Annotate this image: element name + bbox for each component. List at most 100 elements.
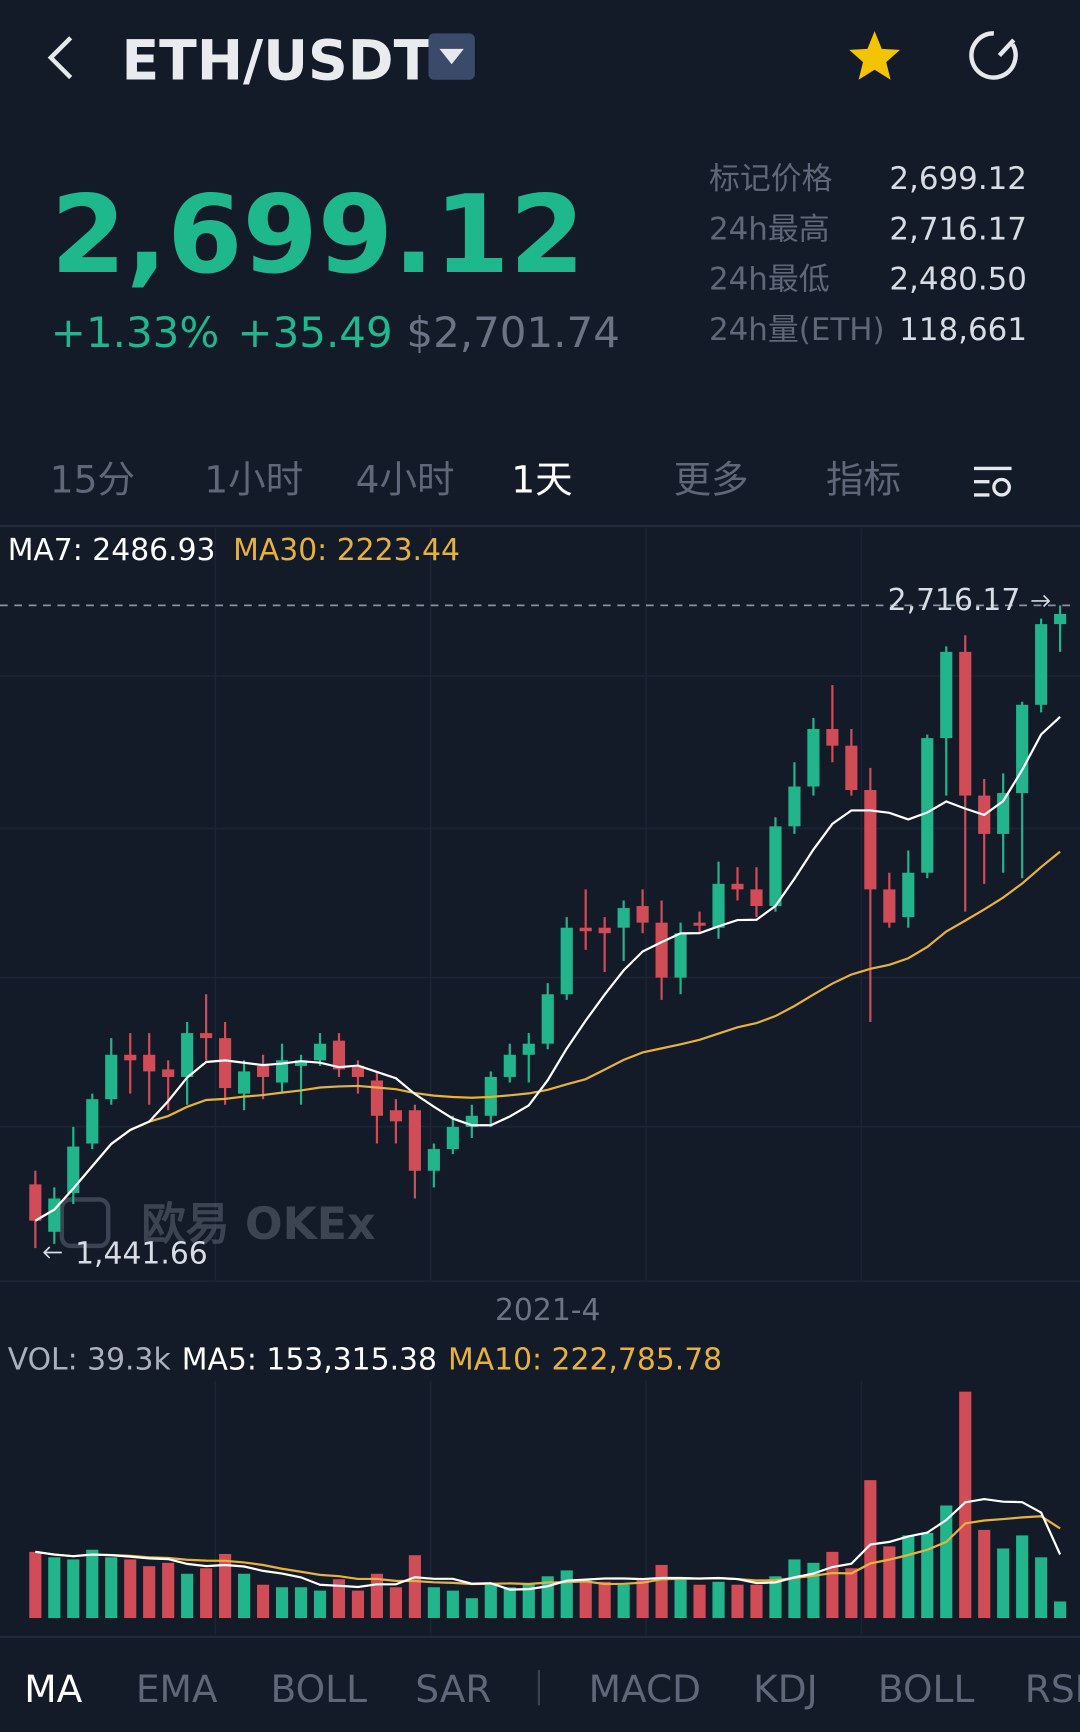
indicator-tab[interactable]: SAR xyxy=(415,1667,491,1711)
stat-value: 2,699.12 xyxy=(889,161,1027,197)
candle-body xyxy=(256,1065,270,1077)
candle-body xyxy=(162,1069,175,1077)
volume-bar xyxy=(769,1576,782,1619)
candle-body xyxy=(465,1115,478,1127)
candle-body xyxy=(636,906,649,923)
indicator-tab[interactable]: BOLL xyxy=(271,1667,368,1711)
change-percent: +1.33% xyxy=(51,308,219,357)
volume-bar xyxy=(143,1566,156,1619)
volume-bar xyxy=(275,1587,289,1619)
grid xyxy=(0,528,1080,1635)
candle-body xyxy=(788,786,801,827)
candle-body xyxy=(940,651,953,739)
stat-label: 标记价格 xyxy=(709,161,833,197)
candle-body xyxy=(67,1146,80,1193)
candle-body xyxy=(617,908,630,928)
volume-bar xyxy=(1054,1601,1067,1619)
volume-bar xyxy=(86,1549,99,1619)
volume-bar xyxy=(598,1581,611,1619)
volume-bar xyxy=(162,1562,175,1619)
candle-body xyxy=(598,927,611,934)
refresh-button[interactable] xyxy=(969,31,1018,80)
candle-body xyxy=(959,651,972,796)
volume-bar xyxy=(67,1559,80,1619)
indicator-tab[interactable]: MA xyxy=(24,1667,82,1711)
indicator-tab[interactable]: RSI xyxy=(1025,1667,1080,1711)
candle-body xyxy=(560,927,573,995)
candle-body xyxy=(427,1149,440,1171)
volume-bar xyxy=(256,1584,270,1619)
back-button[interactable] xyxy=(47,36,73,80)
candle-body xyxy=(86,1099,99,1144)
candle-body xyxy=(275,1060,289,1083)
volume-bar xyxy=(579,1579,592,1619)
vol-ma10-line xyxy=(35,1515,1061,1586)
volume-bar xyxy=(105,1557,118,1619)
volume-bar xyxy=(389,1587,402,1619)
indicator-tab[interactable]: MACD xyxy=(589,1667,702,1711)
refresh-icon xyxy=(997,38,1016,57)
volume-bar xyxy=(826,1551,839,1619)
ma30-line xyxy=(34,850,1061,1222)
x-axis-label: 2021-4 xyxy=(495,1293,601,1328)
stat-label: 24h最低 xyxy=(709,262,830,298)
volume-bar xyxy=(712,1581,725,1619)
timeframe-tab[interactable]: 4小时 xyxy=(356,458,455,502)
indicator-tab[interactable]: EMA xyxy=(136,1667,218,1711)
candle-body xyxy=(143,1054,156,1072)
candle-body xyxy=(181,1033,194,1077)
timeframe-tab[interactable]: 更多 xyxy=(674,458,749,502)
candle-body xyxy=(731,883,744,890)
high-arrow xyxy=(1031,594,1051,608)
indicator-tab[interactable]: BOLL xyxy=(878,1667,975,1711)
volume-bar xyxy=(181,1573,194,1619)
volume-bar xyxy=(313,1590,327,1619)
candle-body xyxy=(769,826,782,907)
volume-bar xyxy=(200,1568,213,1619)
volume-legend: MA10: 222,785.78 xyxy=(448,1343,722,1378)
candle-body xyxy=(579,927,592,932)
candle-body xyxy=(826,729,839,746)
settings-icon[interactable] xyxy=(973,466,1012,497)
favorite-star[interactable] xyxy=(849,31,900,80)
pair-title[interactable]: ETH/USDT xyxy=(121,30,431,94)
usd-price: $2,701.74 xyxy=(406,308,620,357)
candle-body xyxy=(712,883,725,928)
vol-ma5-line xyxy=(35,1497,1062,1591)
timeframe-tab[interactable]: 15分 xyxy=(50,458,135,502)
volume-bar xyxy=(997,1548,1010,1619)
volume-bar xyxy=(124,1559,137,1619)
volume-bar xyxy=(484,1584,497,1619)
high-label: 2,716.17 xyxy=(888,583,1021,618)
stat-label: 24h最高 xyxy=(709,211,830,247)
timeframe-tab[interactable]: 1天 xyxy=(511,458,572,502)
volume-bar xyxy=(864,1480,877,1619)
volume-bar xyxy=(351,1590,365,1619)
volume-bar xyxy=(636,1579,649,1619)
candle-body xyxy=(750,889,763,907)
candle-body xyxy=(503,1054,516,1077)
candle-body xyxy=(902,872,915,918)
volume-bar xyxy=(446,1590,459,1619)
volume-bar xyxy=(1035,1557,1048,1619)
candle-body xyxy=(845,745,858,791)
candle-body xyxy=(389,1110,402,1122)
volume-bar xyxy=(29,1551,42,1619)
volume-bar xyxy=(674,1579,687,1619)
volume-bar xyxy=(238,1573,251,1619)
candle-body xyxy=(1054,613,1067,625)
timeframe-tab[interactable]: 1小时 xyxy=(204,458,303,502)
volume-bar xyxy=(788,1559,801,1619)
timeframe-tab[interactable]: 指标 xyxy=(826,458,901,502)
stat-label: 24h量(ETH) xyxy=(709,312,885,348)
indicator-tab[interactable]: KDJ xyxy=(753,1667,818,1711)
volume-bar xyxy=(522,1584,535,1619)
volume-bar xyxy=(883,1546,896,1619)
candle-body xyxy=(351,1065,365,1077)
volume-bar xyxy=(294,1587,308,1619)
volume-bar xyxy=(959,1391,972,1619)
candle-body xyxy=(864,790,877,890)
candle-body xyxy=(408,1110,421,1171)
